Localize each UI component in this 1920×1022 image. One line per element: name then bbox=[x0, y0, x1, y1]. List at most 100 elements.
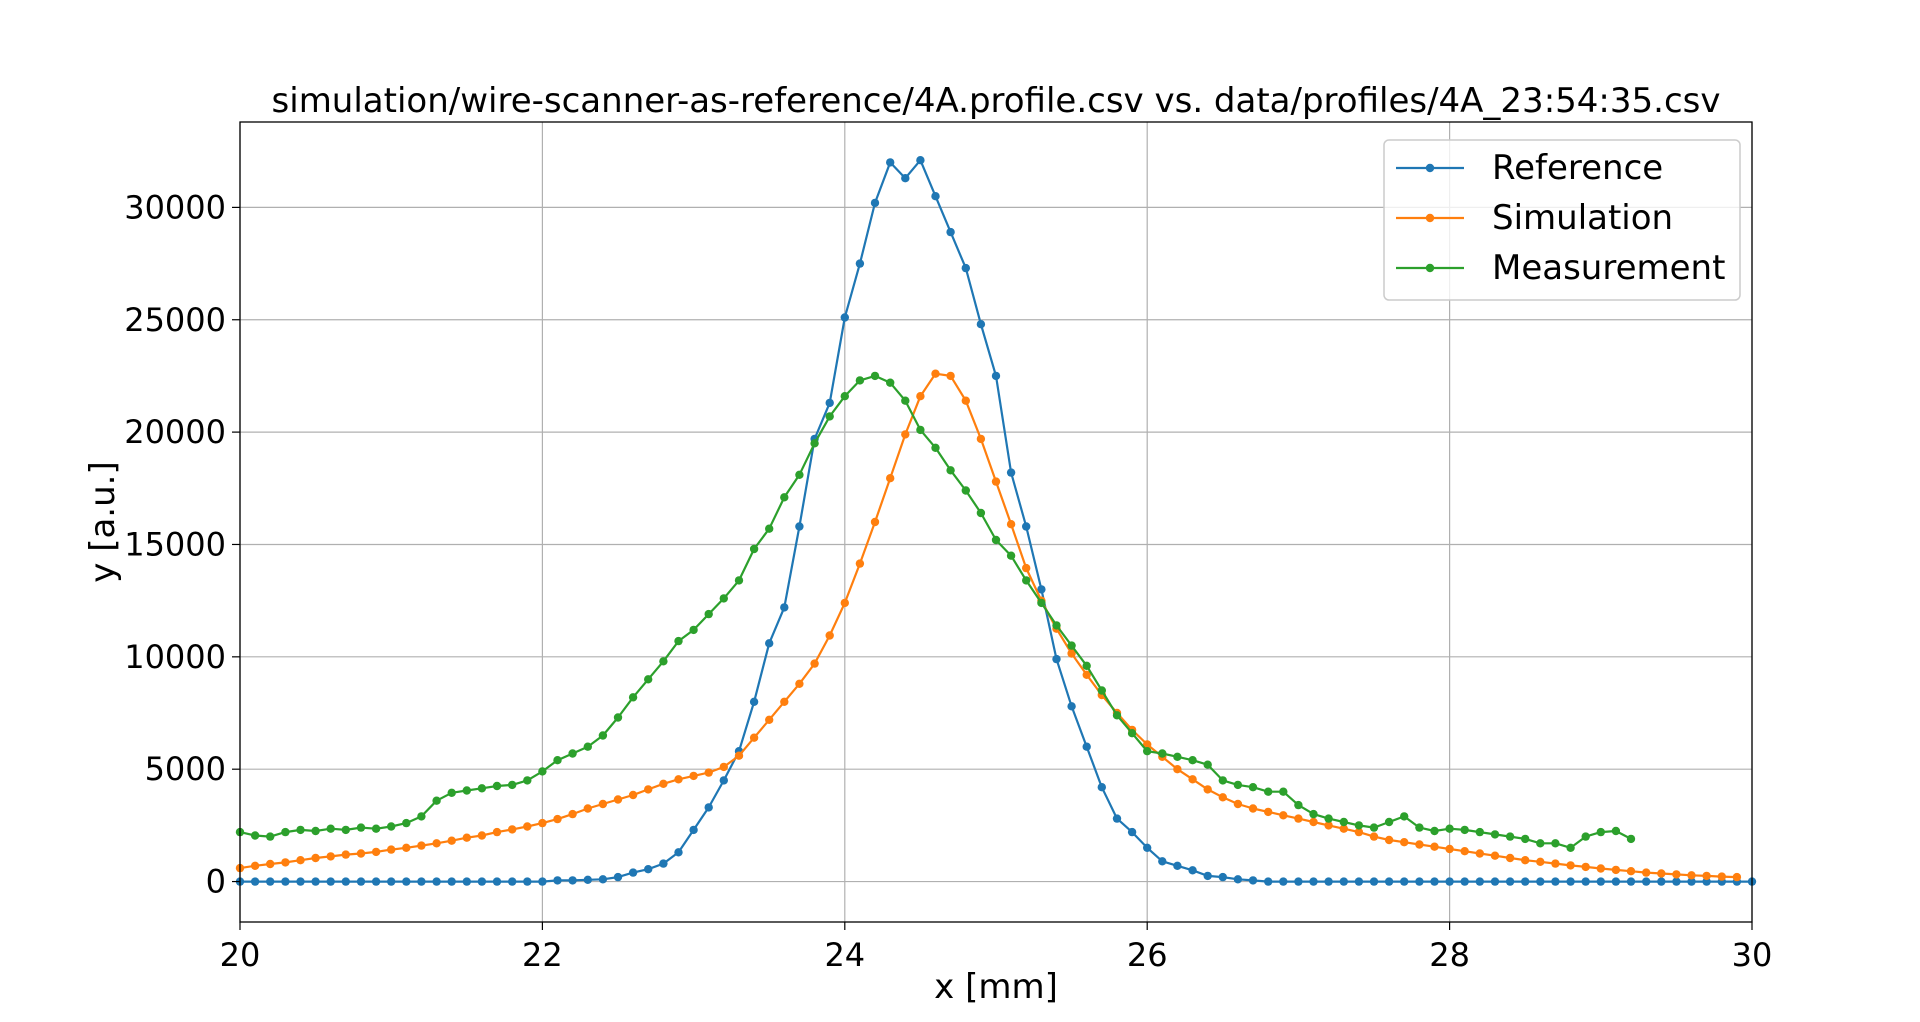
data-point-measurement bbox=[462, 786, 471, 795]
data-point-measurement bbox=[644, 675, 653, 684]
data-point-reference bbox=[644, 865, 653, 874]
data-point-reference bbox=[1324, 877, 1333, 886]
data-point-measurement bbox=[1445, 824, 1454, 833]
data-point-measurement bbox=[387, 822, 396, 831]
data-point-reference bbox=[1490, 877, 1500, 886]
data-point-simulation bbox=[477, 831, 487, 840]
data-point-measurement bbox=[1475, 827, 1485, 837]
data-point-measurement bbox=[946, 466, 955, 475]
chart-title: simulation/wire-scanner-as-reference/4A.… bbox=[272, 81, 1721, 121]
data-point-measurement bbox=[1354, 821, 1364, 830]
data-point-simulation bbox=[1173, 765, 1182, 774]
data-point-simulation bbox=[492, 827, 502, 837]
data-point-reference bbox=[749, 697, 759, 706]
data-point-measurement bbox=[825, 412, 834, 421]
data-point-reference bbox=[1687, 877, 1696, 886]
data-point-reference bbox=[462, 877, 471, 886]
data-point-simulation bbox=[1490, 851, 1500, 860]
data-point-simulation bbox=[356, 849, 366, 858]
data-point-simulation bbox=[689, 771, 698, 781]
data-point-measurement bbox=[356, 823, 366, 832]
data-point-reference bbox=[825, 398, 834, 408]
data-point-measurement bbox=[855, 376, 865, 385]
data-point-simulation bbox=[326, 852, 335, 861]
series-layer bbox=[235, 156, 1757, 886]
data-point-measurement bbox=[1536, 839, 1545, 848]
data-point-reference bbox=[447, 877, 456, 886]
data-point-simulation bbox=[1400, 838, 1409, 847]
data-point-simulation bbox=[402, 843, 411, 852]
data-point-reference bbox=[1354, 877, 1364, 886]
data-point-simulation bbox=[296, 856, 305, 865]
data-point-measurement bbox=[1143, 747, 1152, 756]
data-point-reference bbox=[538, 877, 547, 886]
data-point-simulation bbox=[1006, 520, 1016, 529]
data-point-reference bbox=[840, 313, 849, 322]
series-reference bbox=[235, 156, 1757, 886]
data-point-measurement bbox=[508, 780, 517, 790]
data-point-simulation bbox=[1218, 793, 1228, 802]
data-point-measurement bbox=[568, 749, 577, 758]
data-point-reference bbox=[598, 875, 608, 884]
data-point-measurement bbox=[1082, 661, 1091, 670]
data-point-simulation bbox=[1657, 869, 1666, 878]
data-point-reference bbox=[387, 877, 396, 886]
data-point-simulation bbox=[1264, 807, 1273, 817]
data-point-measurement bbox=[417, 812, 426, 821]
data-point-reference bbox=[886, 158, 895, 167]
data-point-measurement bbox=[870, 371, 880, 381]
x-tick-label: 26 bbox=[1127, 936, 1168, 974]
data-point-simulation bbox=[1566, 861, 1575, 870]
data-point-reference bbox=[477, 877, 487, 886]
data-point-reference bbox=[1672, 877, 1681, 886]
data-point-measurement bbox=[371, 824, 381, 833]
data-point-measurement bbox=[780, 493, 789, 502]
data-point-measurement bbox=[976, 508, 986, 518]
data-point-simulation bbox=[870, 517, 880, 527]
data-point-simulation bbox=[1082, 670, 1091, 679]
data-point-measurement bbox=[1521, 834, 1530, 844]
data-point-measurement bbox=[341, 825, 350, 835]
data-point-reference bbox=[356, 877, 366, 886]
data-point-reference bbox=[1566, 877, 1575, 886]
data-point-measurement bbox=[402, 818, 411, 828]
data-point-simulation bbox=[508, 825, 517, 834]
data-point-simulation bbox=[1581, 862, 1590, 872]
y-tick-label: 10000 bbox=[124, 638, 226, 676]
data-point-reference bbox=[1475, 877, 1485, 886]
legend-item-measurement: Measurement bbox=[1396, 248, 1725, 288]
data-point-reference bbox=[961, 263, 970, 273]
data-point-reference bbox=[266, 877, 275, 886]
data-point-measurement bbox=[1097, 686, 1107, 695]
data-point-measurement bbox=[598, 731, 608, 740]
data-point-measurement bbox=[1112, 711, 1122, 720]
data-point-simulation bbox=[1203, 785, 1212, 794]
data-point-measurement bbox=[1581, 832, 1590, 841]
data-point-simulation bbox=[1687, 871, 1696, 880]
data-point-reference bbox=[492, 877, 502, 886]
data-point-simulation bbox=[1505, 853, 1515, 863]
data-point-reference bbox=[1445, 877, 1454, 886]
data-point-simulation bbox=[704, 768, 713, 777]
data-point-reference bbox=[1611, 877, 1621, 886]
data-point-reference bbox=[1369, 877, 1379, 886]
y-tick-label: 15000 bbox=[124, 525, 226, 563]
axis-ticks: 20 22 24 26 28 30 0 5000 10000 15000 20000 25000 300… bbox=[124, 188, 1772, 974]
data-point-reference bbox=[1264, 877, 1273, 886]
data-point-measurement bbox=[281, 827, 290, 837]
y-tick-label: 20000 bbox=[124, 413, 226, 451]
data-point-measurement bbox=[266, 832, 275, 841]
data-point-simulation bbox=[447, 836, 456, 845]
data-point-reference bbox=[613, 872, 623, 882]
legend: Reference Simulation Measurement bbox=[1383, 139, 1741, 301]
data-point-measurement bbox=[538, 767, 547, 776]
data-point-simulation bbox=[341, 850, 350, 859]
data-point-reference bbox=[281, 877, 290, 886]
data-point-measurement bbox=[1006, 551, 1016, 560]
data-point-measurement bbox=[583, 742, 592, 751]
data-point-simulation bbox=[1339, 824, 1349, 833]
data-point-measurement bbox=[1248, 783, 1258, 792]
data-point-simulation bbox=[417, 841, 426, 850]
data-point-reference bbox=[780, 603, 789, 612]
data-point-measurement bbox=[1384, 817, 1394, 827]
